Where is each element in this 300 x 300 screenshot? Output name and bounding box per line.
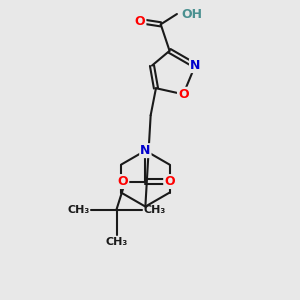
Text: O: O [118, 175, 128, 188]
Text: CH₃: CH₃ [105, 237, 128, 247]
Text: N: N [140, 144, 151, 157]
Text: O: O [178, 88, 189, 101]
Text: OH: OH [181, 8, 202, 20]
Text: O: O [135, 15, 146, 28]
Text: CH₃: CH₃ [67, 205, 89, 214]
Text: O: O [164, 175, 175, 188]
Text: CH₃: CH₃ [144, 205, 166, 214]
Text: N: N [190, 59, 200, 72]
